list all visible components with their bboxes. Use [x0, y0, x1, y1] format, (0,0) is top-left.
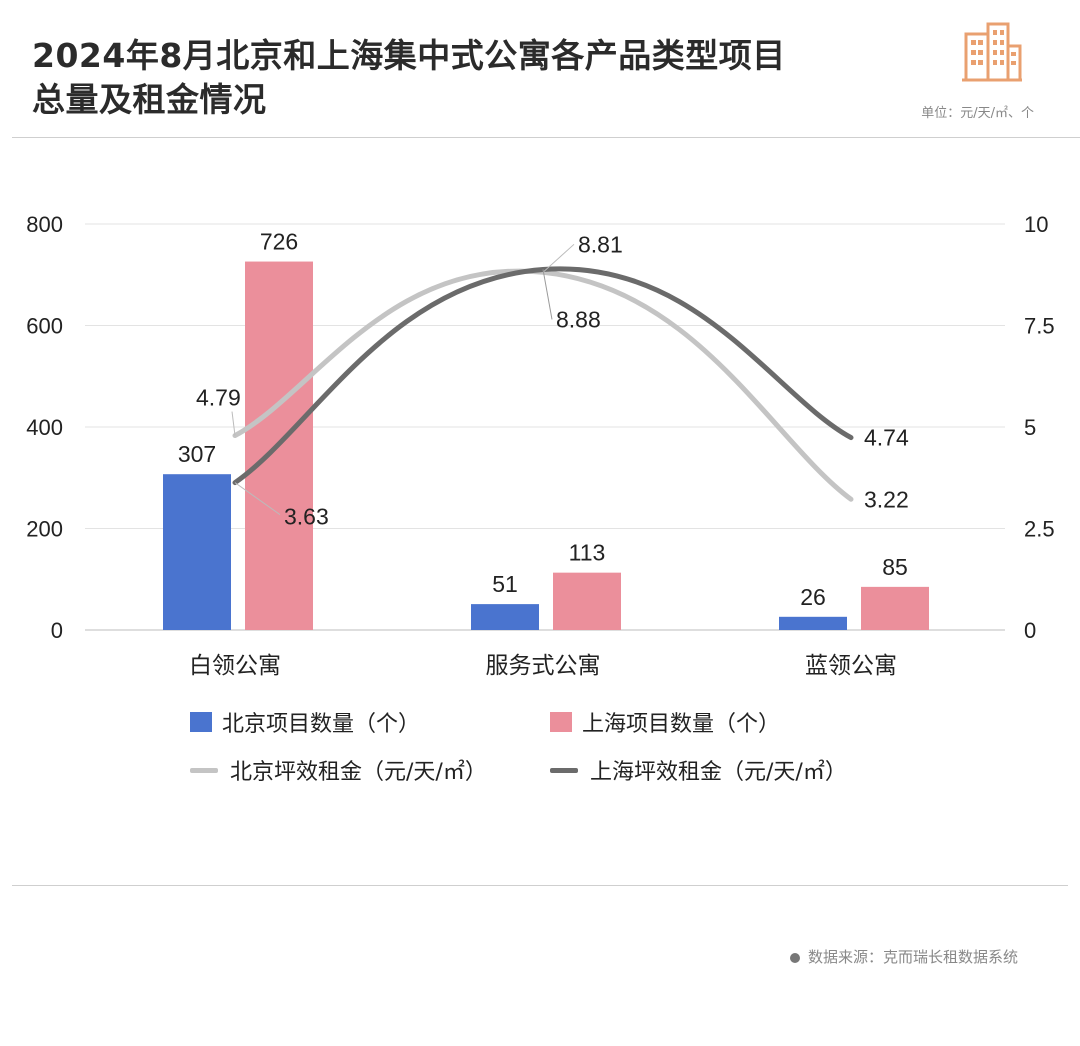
line-value-label: 3.22	[864, 486, 909, 512]
legend-label-bj-count: 北京项目数量（个）	[222, 712, 421, 737]
bar-value-label: 113	[569, 540, 606, 566]
series-line	[232, 268, 854, 502]
x-category-label: 白领公寓	[189, 653, 281, 679]
legend-swatch-bj-rent	[190, 767, 218, 773]
bar	[779, 616, 847, 630]
data-source-text: 数据来源：克而瑞长租数据系统	[807, 948, 1018, 966]
footer-divider	[12, 885, 1068, 886]
data-source: 数据来源：克而瑞长租数据系统	[789, 946, 1018, 967]
line-value-label: 4.74	[864, 425, 909, 451]
legend-label-bj-rent: 北京坪效租金（元/天/㎡）	[230, 760, 487, 785]
label-leader	[231, 411, 236, 436]
legend-swatch-bj-count	[190, 712, 212, 732]
title-line-1: 2024年8月北京和上海集中式公寓各产品类型项目	[32, 36, 786, 75]
title-line-2: 总量及租金情况	[32, 80, 267, 119]
series-line	[232, 266, 854, 486]
y-right-tick-label: 7.5	[1024, 314, 1055, 339]
line-value-label: 8.88	[556, 306, 601, 332]
legend-item-bj-rent: 北京坪效租金（元/天/㎡）	[190, 754, 487, 786]
y-left-tick-label: 0	[51, 618, 63, 643]
legend-swatch-sh-count	[550, 712, 572, 732]
legend-item-bj-count: 北京项目数量（个）	[190, 706, 420, 738]
legend-item-sh-rent: 上海坪效租金（元/天/㎡）	[550, 754, 847, 786]
page-title: 2024年8月北京和上海集中式公寓各产品类型项目 总量及租金情况	[32, 34, 786, 122]
bar-value-label: 51	[492, 571, 518, 597]
header-divider	[12, 137, 1080, 138]
line-value-label: 4.79	[196, 385, 241, 411]
line-value-label: 3.63	[284, 504, 329, 530]
bar	[163, 474, 231, 630]
y-left-tick-label: 400	[26, 415, 63, 440]
legend-label-sh-rent: 上海坪效租金（元/天/㎡）	[590, 760, 847, 785]
legend-label-sh-count: 上海项目数量（个）	[582, 712, 781, 737]
legend-swatch-sh-rent	[550, 767, 578, 773]
x-category-label: 蓝领公寓	[805, 653, 897, 679]
line-value-label: 8.81	[578, 231, 623, 257]
bullet-icon	[789, 952, 800, 963]
bar-value-label: 726	[260, 229, 298, 255]
y-right-tick-label: 10	[1024, 212, 1048, 237]
chart: 0 200 400 600 800 0 2.5 5 7.5 10 307 51 26 726 113 85 4.…	[26, 212, 1055, 679]
label-leader	[542, 243, 575, 273]
y-left-tick-label: 600	[26, 314, 63, 339]
bar	[471, 604, 539, 630]
label-leader	[234, 482, 281, 516]
bar-value-label: 26	[800, 584, 826, 610]
building-icon	[962, 22, 1022, 82]
bar-value-label: 307	[178, 441, 216, 467]
y-right-tick-label: 2.5	[1024, 517, 1055, 542]
y-left-tick-label: 800	[26, 212, 63, 237]
y-right-tick-label: 5	[1024, 415, 1036, 440]
bar	[553, 572, 621, 630]
y-right-tick-label: 0	[1024, 618, 1036, 643]
legend-item-sh-count: 上海项目数量（个）	[550, 706, 780, 738]
bar-value-label: 85	[882, 554, 908, 580]
unit-label: 单位：元/天/㎡、个	[921, 106, 1034, 121]
label-leader	[542, 269, 553, 320]
bar	[861, 586, 929, 630]
y-left-tick-label: 200	[26, 517, 63, 542]
x-category-label: 服务式公寓	[486, 653, 601, 679]
